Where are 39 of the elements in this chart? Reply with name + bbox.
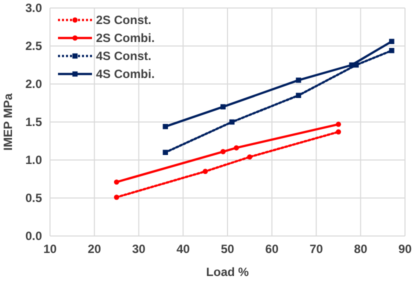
y-tick-label: 0.5 [25, 191, 42, 205]
y-tick-label: 2.5 [25, 39, 42, 53]
legend-label: 2S Const. [96, 13, 152, 27]
point [389, 38, 394, 44]
point [114, 179, 120, 185]
x-tick-label: 90 [398, 242, 412, 256]
x-tick-label: 80 [354, 242, 368, 256]
x-tick-label: 20 [88, 242, 102, 256]
point [247, 154, 252, 160]
point [296, 92, 302, 98]
y-axis-title: IMEP MPa [1, 93, 15, 151]
point [229, 119, 235, 125]
point [336, 129, 342, 134]
point [349, 62, 354, 68]
legend-label: 4S Combi. [96, 67, 155, 81]
point [162, 150, 168, 155]
point [220, 104, 226, 110]
point [234, 145, 239, 150]
x-tick-label: 10 [43, 242, 57, 256]
point [389, 48, 394, 54]
y-tick-label: 0.0 [25, 229, 42, 243]
point [296, 78, 302, 83]
x-tick-label: 30 [132, 242, 146, 256]
legend-label: 2S Combi. [96, 31, 155, 45]
point [336, 122, 342, 127]
y-tick-label: 2.0 [25, 77, 42, 91]
x-tick-label: 40 [176, 242, 190, 256]
y-tick-label: 3.0 [25, 1, 42, 15]
x-tick-label: 70 [310, 242, 324, 256]
y-tick-label: 1.0 [25, 153, 42, 167]
y-tick-label: 1.5 [25, 115, 42, 129]
x-tick-label: 50 [220, 242, 234, 256]
legend-label: 4S Const. [96, 49, 152, 63]
point [202, 168, 208, 174]
point [162, 124, 168, 130]
x-axis-title: Load % [206, 265, 250, 279]
point [114, 194, 120, 200]
point [220, 149, 226, 154]
x-tick-label: 60 [265, 242, 279, 256]
